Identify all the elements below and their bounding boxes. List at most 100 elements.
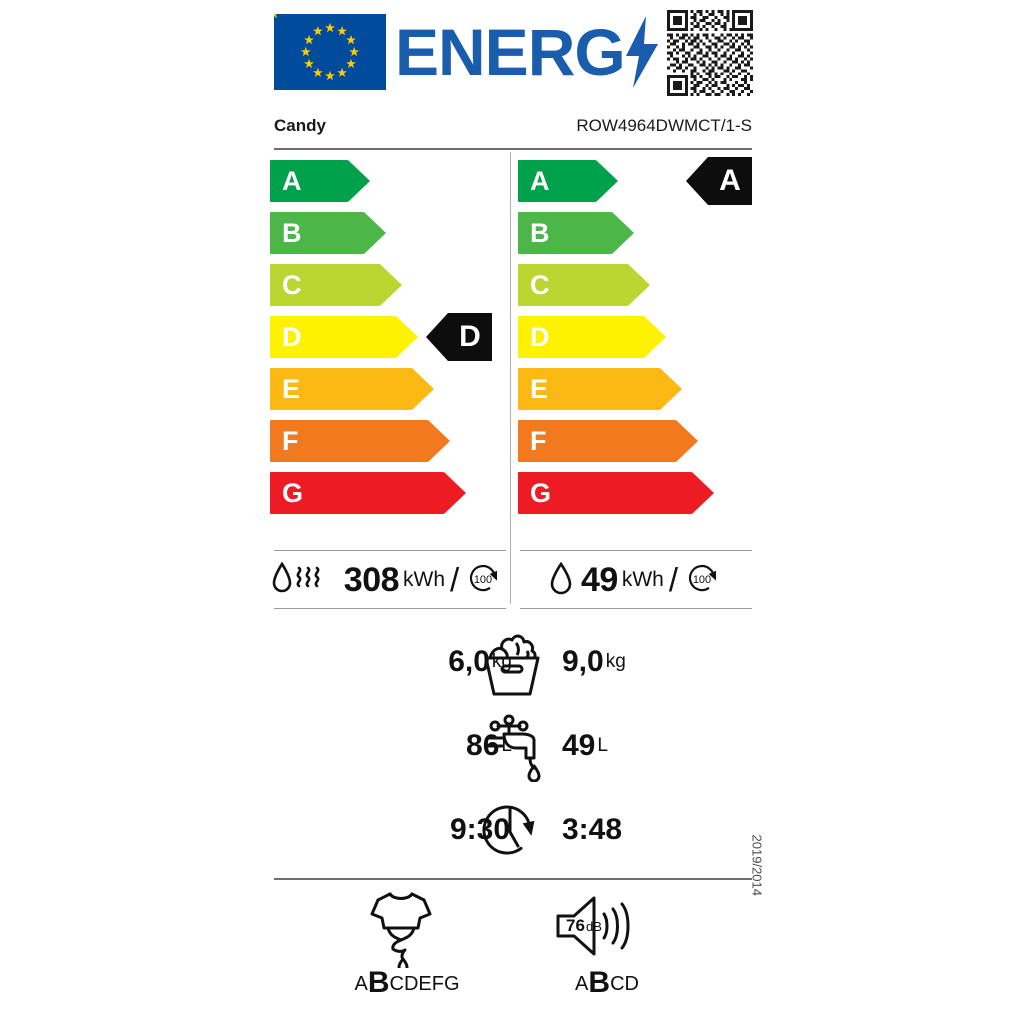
noise-cell: 76 dB ABCD [512,888,702,1006]
energy-divider-bottom-right [520,608,752,609]
energy-class-arrow-tip [444,472,466,514]
energy-divider-top [274,550,506,551]
label-header: ENERG [262,8,762,100]
duration-right: 3:48 [562,790,702,870]
capacity-right-unit: kg [605,651,626,672]
energy-class-arrow-tip [348,160,370,202]
capacity-right: 9,0 kg [562,622,702,702]
clock-icon [470,794,554,866]
noise-class-prefix: A [575,973,589,995]
regulation-number: 2019/2014 [749,834,764,896]
energy-per-right: / [668,561,678,598]
energy-label: ENERG [262,0,764,1024]
bottom-section: ABCDEFG 76 dB ABCD [262,888,762,1012]
faucet-icon [470,710,554,783]
svg-text:dB: dB [586,919,602,934]
energy-class-bar [518,212,612,254]
spin-class-highlight: B [367,966,390,999]
rated-class-letter: D [459,320,481,353]
rated-class-letter: A [719,164,741,197]
energy-class-arrow-tip [428,420,450,462]
energy-class-arrow-tip [412,368,434,410]
energy-class-letter: A [530,166,550,196]
energy-unit-right: kWh [621,568,664,591]
energy-class-letter: F [530,426,547,456]
indicator-body [448,313,492,361]
capacity-left-value: 6,0 [448,645,490,678]
energy-class-letter: E [282,374,301,404]
energy-class-arrow-tip [676,420,698,462]
energy-class-letter: A [282,166,302,196]
energy-class-letter: D [282,322,302,352]
brand-model-row: Candy ROW4964DWMCT/1-S [262,112,762,146]
droplet-steam-icon [270,558,340,603]
speaker-icon: 76 dB [512,888,702,968]
dripping-shirt-icon [312,888,502,973]
energy-class-bar [270,264,380,306]
energy-class-bar [518,264,628,306]
energy-class-arrow-tip [396,316,418,358]
indicator-body [708,157,752,205]
duration-left: 9:30 [372,790,512,870]
energy-class-arrow-tip [612,212,634,254]
energy-class-arrow-tip [380,264,402,306]
energy-class-bar [270,212,364,254]
bottom-divider [274,878,752,880]
spin-class-scale: ABCDEFG [312,966,502,1000]
energy-class-arrow-tip [660,368,682,410]
energy-divider-top-right [520,550,752,551]
energy-value-right: 49 [581,560,618,599]
indicator-arrow-point [426,313,448,361]
energy-class-arrow-tip [364,212,386,254]
spin-efficiency-cell: ABCDEFG [312,888,502,1006]
energy-consumption-right: 49 kWh / 100 [514,552,754,608]
noise-class-scale: ABCD [512,966,702,1000]
svg-text:100: 100 [693,574,711,586]
energy-class-arrow-tip [692,472,714,514]
energy-per-left: / [450,561,460,598]
energy-class-bar [518,472,692,514]
energy-class-bar [518,368,660,410]
energy-divider-bottom [274,608,506,609]
scale-vertical-divider [510,152,511,604]
energy-class-bar [270,316,396,358]
energy-class-bar [518,160,596,202]
duration-row: 9:30 3:48 [262,790,762,870]
capacity-row: 6,0 kg 9,0 kg [262,622,762,702]
energy-class-letter: G [530,478,552,508]
energy-class-arrow-tip [644,316,666,358]
duration-right-value: 3:48 [562,813,623,846]
energy-class-bar [518,420,676,462]
droplet-icon [547,558,577,603]
brand-name: Candy [274,116,326,135]
water-right: 49 L [562,706,702,786]
energy-class-letter: B [282,218,302,248]
water-row: 86 L 49 L [262,706,762,786]
energy-class-arrow-tip [596,160,618,202]
eu-flag-icon [274,14,386,90]
energy-class-letter: F [282,426,299,456]
energ-wordmark: ENERG [395,15,626,89]
energy-class-letter: C [282,270,302,300]
spin-class-prefix: A [354,973,368,995]
energy-class-letter: E [530,374,549,404]
noise-class-highlight: B [588,966,611,999]
cycles-100-icon-left: 100 [464,559,502,602]
energy-class-letter: B [530,218,550,248]
header-divider [274,148,752,150]
energy-class-bar [270,420,428,462]
energy-class-letter: G [282,478,304,508]
energy-value-left: 308 [343,560,400,599]
energy-class-bar [270,368,412,410]
energy-class-arrow-tip [628,264,650,306]
water-right-unit: L [597,735,608,756]
energy-class-bar [270,472,444,514]
capacity-right-value: 9,0 [562,645,604,678]
indicator-arrow-point [686,157,708,205]
laundry-basket-icon [470,626,554,698]
energy-class-bar [270,160,348,202]
energy-consumption-left: 308 kWh / 100 [266,552,506,608]
energy-class-bar [518,316,644,358]
water-right-value: 49 [562,729,596,762]
